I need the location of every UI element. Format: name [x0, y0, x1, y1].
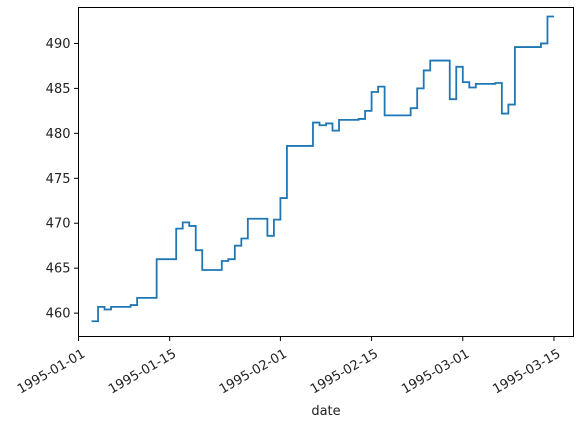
series-line-0 — [91, 15, 554, 323]
y-tick-label: 475 — [46, 172, 71, 187]
y-tick-label: 460 — [46, 307, 71, 322]
y-tick-label: 485 — [46, 82, 71, 97]
y-tick-label: 480 — [46, 127, 71, 142]
y-axis: 460 465 470 475 480 485 490 — [46, 37, 79, 322]
plot-layer — [91, 15, 554, 323]
plot-area-frame — [78, 7, 574, 337]
x-axis-title: date — [311, 404, 340, 419]
y-tick-label: 465 — [46, 262, 71, 277]
y-tick-label: 490 — [46, 37, 71, 52]
y-tick-label: 470 — [46, 217, 71, 232]
